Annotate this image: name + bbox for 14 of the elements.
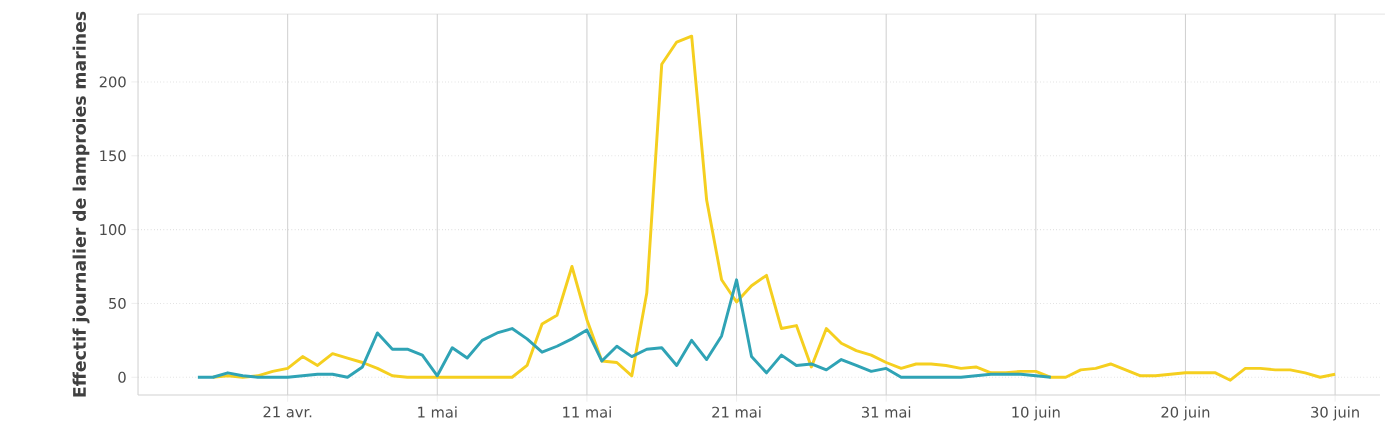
x-tick-label: 1 mai — [418, 406, 457, 418]
x-tick-label: 21 mai — [712, 406, 761, 418]
x-tick-label: 31 mai — [861, 406, 911, 418]
y-tick-label: 200 — [99, 76, 126, 88]
x-tick-label: 11 mai — [563, 406, 611, 418]
y-axis-title: Effectif journalier de lamproies marines — [72, 11, 90, 397]
y-tick-label: 0 — [118, 371, 126, 383]
y-tick-label: 150 — [100, 150, 126, 162]
y-tick-label: 50 — [109, 297, 126, 309]
x-tick-label: 30 juin — [1311, 406, 1359, 421]
y-tick-label: 100 — [100, 224, 126, 236]
x-tick-label: 10 juin — [1012, 406, 1060, 421]
x-tick-label: 21 avr. — [263, 406, 312, 418]
x-tick-label: 20 juin — [1161, 406, 1210, 421]
